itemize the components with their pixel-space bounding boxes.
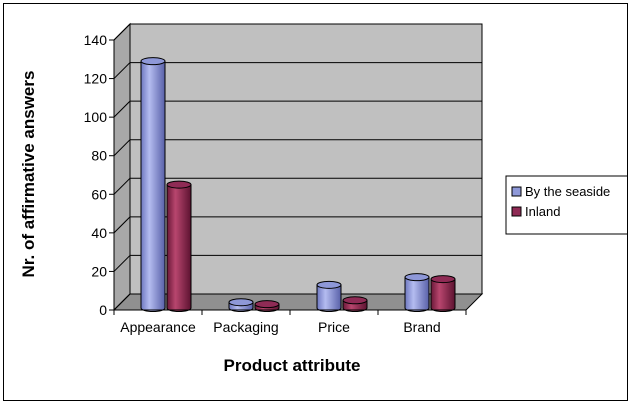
x-tick-label: Brand	[403, 319, 440, 335]
bar-top	[228, 298, 254, 307]
y-tick-label: 120	[84, 71, 108, 87]
y-tick-label: 100	[84, 109, 108, 125]
bar-top	[430, 275, 456, 284]
bar-body	[316, 284, 342, 312]
gridline-side	[113, 62, 131, 79]
gridline-side	[113, 293, 131, 311]
gridline-side	[113, 177, 131, 195]
gridline-side	[113, 23, 131, 41]
legend-box	[505, 175, 627, 235]
bar-body	[404, 276, 430, 312]
gridline-side	[113, 216, 131, 234]
bar-body	[430, 278, 456, 312]
x-axis-title: Product attribute	[224, 356, 361, 375]
bar	[316, 280, 342, 312]
gridline-side	[113, 100, 131, 118]
legend-label: Inland	[525, 204, 560, 219]
bars	[140, 57, 456, 312]
bar	[140, 57, 166, 312]
gridline-side	[113, 255, 131, 272]
bar-chart: 0 20 40 60 80 100 120 140 Appearance Packaging Pr…	[19, 22, 627, 375]
x-axis: Appearance Packaging Price Brand	[113, 309, 467, 335]
x-tick-label: Price	[318, 319, 350, 335]
legend: By the seaside Inland	[505, 175, 627, 235]
bar-top	[140, 57, 166, 66]
y-tick-label: 140	[84, 32, 108, 48]
legend-swatch	[511, 186, 522, 197]
legend-swatch	[511, 206, 522, 217]
y-tick-label: 40	[91, 225, 107, 241]
y-tick-label: 20	[91, 263, 107, 279]
bar-top	[254, 300, 280, 309]
y-tick-label: 80	[91, 148, 107, 164]
x-tick-label: Appearance	[120, 319, 196, 335]
side-wall	[113, 22, 131, 312]
bar-body	[140, 60, 166, 312]
bar	[430, 275, 456, 312]
y-tick-label: 0	[99, 302, 107, 318]
y-axis-title: Nr. of affirmative answers	[19, 71, 38, 278]
y-tick-label: 60	[91, 186, 107, 202]
bar-top	[404, 273, 430, 282]
bar-top	[166, 180, 192, 189]
bar	[166, 180, 192, 312]
bar-top	[316, 280, 342, 289]
bar	[342, 296, 368, 312]
bar-top	[342, 296, 368, 305]
chart-frame: 0 20 40 60 80 100 120 140 Appearance Packaging Pr…	[3, 3, 628, 401]
bar	[404, 273, 430, 312]
gridline-side	[113, 139, 131, 157]
x-tick-label: Packaging	[213, 319, 278, 335]
y-axis: 0 20 40 60 80 100 120 140	[84, 32, 115, 318]
legend-label: By the seaside	[525, 184, 610, 199]
bar	[228, 298, 254, 312]
bar-body	[166, 184, 192, 312]
